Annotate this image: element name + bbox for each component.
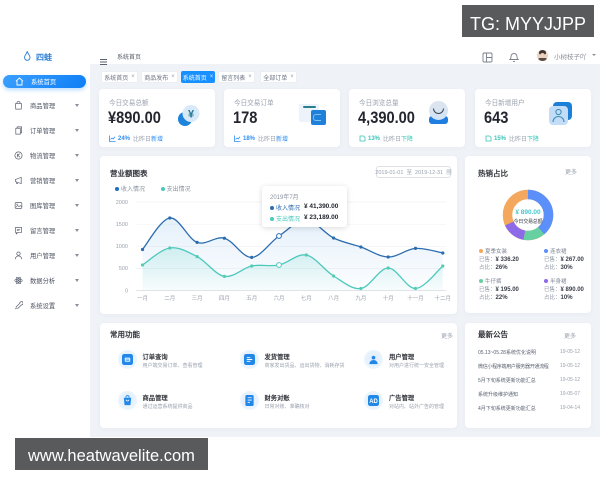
svg-text:1000: 1000 <box>116 244 128 250</box>
svg-text:2000: 2000 <box>116 200 128 206</box>
svg-text:二月: 二月 <box>164 295 175 302</box>
svg-text:四月: 四月 <box>219 295 230 302</box>
svg-text:九月: 九月 <box>355 294 366 302</box>
svg-text:一月: 一月 <box>137 295 148 302</box>
svg-text:五月: 五月 <box>246 295 257 302</box>
svg-text:七月: 七月 <box>301 294 312 302</box>
svg-text:AD: AD <box>369 398 378 404</box>
svg-text:八月: 八月 <box>328 295 339 302</box>
svg-text:十一月: 十一月 <box>407 294 424 302</box>
svg-text:十月: 十月 <box>383 294 394 302</box>
svg-text:500: 500 <box>119 266 128 272</box>
svg-text:0: 0 <box>125 289 128 295</box>
svg-text:六月: 六月 <box>273 294 284 302</box>
svg-text:¥: ¥ <box>188 109 195 121</box>
svg-text:三月: 三月 <box>192 295 203 302</box>
svg-text:1500: 1500 <box>116 222 128 228</box>
svg-text:十二月: 十二月 <box>435 294 452 302</box>
